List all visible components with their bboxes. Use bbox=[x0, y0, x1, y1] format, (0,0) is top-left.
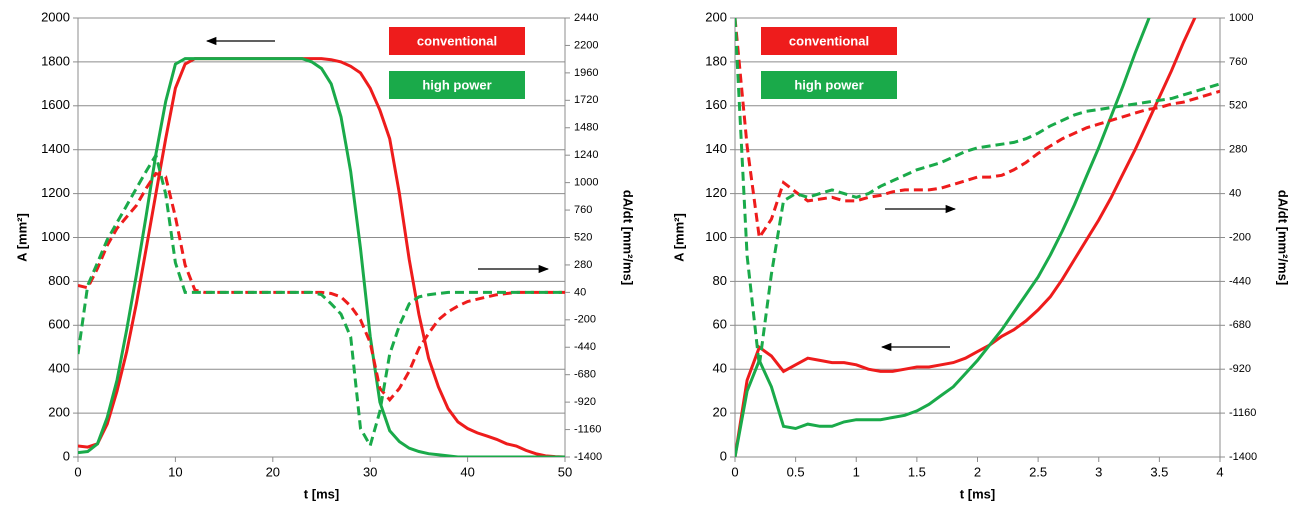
dashed-line bbox=[78, 151, 565, 450]
y-tick-label: 100 bbox=[705, 229, 727, 244]
y2-tick-label: 1000 bbox=[1229, 12, 1253, 24]
plots: 0200400600800100012001400160018002000-14… bbox=[14, 9, 1291, 501]
legend-label: conventional bbox=[417, 33, 497, 48]
legend-swatch bbox=[389, 27, 525, 55]
y-axis-title: A [mm²] bbox=[14, 213, 29, 262]
legend-label: high power bbox=[794, 77, 863, 92]
y-tick-label: 200 bbox=[48, 405, 70, 420]
y2-axis-title: dA/dt [mm²/ms] bbox=[621, 190, 636, 285]
x-tick-label: 40 bbox=[460, 464, 474, 479]
y-tick-label: 0 bbox=[720, 448, 727, 463]
y2-tick-label: 1960 bbox=[574, 67, 598, 79]
plot-frame bbox=[77, 17, 566, 458]
dashed-line bbox=[78, 171, 565, 403]
y2-tick-label: -680 bbox=[574, 369, 596, 381]
y2-tick-label: -920 bbox=[1229, 363, 1251, 375]
dashed-line bbox=[735, 18, 1220, 242]
y-tick-label: 800 bbox=[48, 273, 70, 288]
x-axis-title: t [ms] bbox=[304, 486, 339, 501]
y-tick-label: 0 bbox=[63, 448, 70, 463]
y2-tick-label: 1000 bbox=[574, 177, 598, 189]
dashed-line bbox=[735, 18, 1220, 366]
x-tick-label: 1.5 bbox=[908, 464, 926, 479]
line bbox=[78, 57, 565, 457]
y2-axis-title: dA/dt [mm²/ms] bbox=[1276, 190, 1291, 285]
y2-tick-label: -1400 bbox=[1229, 451, 1257, 463]
y2-tick-label: -440 bbox=[1229, 275, 1251, 287]
y2-tick-label: 2200 bbox=[574, 39, 598, 51]
x-tick-label: 1 bbox=[853, 464, 860, 479]
line bbox=[735, 18, 1197, 457]
y-tick-label: 180 bbox=[705, 53, 727, 68]
x-tick-label: 0 bbox=[731, 464, 738, 479]
y2-tick-label: -1400 bbox=[574, 451, 602, 463]
line bbox=[78, 57, 565, 457]
y2-tick-label: -920 bbox=[574, 396, 596, 408]
legend-label: high power bbox=[422, 77, 491, 92]
y-tick-label: 600 bbox=[48, 317, 70, 332]
y-tick-label: 160 bbox=[705, 97, 727, 112]
x-tick-label: 0.5 bbox=[787, 464, 805, 479]
legend-label: conventional bbox=[789, 33, 869, 48]
y-tick-label: 1600 bbox=[41, 97, 70, 112]
x-tick-label: 3 bbox=[1095, 464, 1102, 479]
x-tick-label: 20 bbox=[266, 464, 280, 479]
y2-tick-label: 520 bbox=[574, 231, 592, 243]
y2-tick-label: 280 bbox=[574, 259, 592, 271]
y-tick-label: 200 bbox=[705, 9, 727, 24]
x-tick-label: 2.5 bbox=[1029, 464, 1047, 479]
y-tick-label: 60 bbox=[713, 317, 727, 332]
legend-swatch bbox=[761, 27, 897, 55]
y2-tick-label: -1160 bbox=[1229, 407, 1256, 419]
y-tick-label: 400 bbox=[48, 361, 70, 376]
line bbox=[735, 18, 1151, 457]
legend-swatch bbox=[389, 71, 525, 99]
y-tick-label: 2000 bbox=[41, 9, 70, 24]
y2-tick-label: -440 bbox=[574, 341, 596, 353]
y-tick-label: 80 bbox=[713, 273, 727, 288]
plot-frame bbox=[734, 17, 1221, 458]
y2-tick-label: 760 bbox=[574, 204, 592, 216]
y-tick-label: 1400 bbox=[41, 141, 70, 156]
x-axis-title: t [ms] bbox=[960, 486, 995, 501]
y2-tick-label: 40 bbox=[574, 286, 586, 298]
y2-tick-label: 1720 bbox=[574, 94, 598, 106]
y-axis-title: A [mm²] bbox=[671, 213, 686, 262]
y2-tick-label: -1160 bbox=[574, 423, 601, 435]
arrows bbox=[205, 36, 957, 352]
x-tick-label: 30 bbox=[363, 464, 377, 479]
y-tick-label: 1000 bbox=[41, 229, 70, 244]
x-tick-label: 2 bbox=[974, 464, 981, 479]
y-tick-label: 1200 bbox=[41, 185, 70, 200]
y2-tick-label: -200 bbox=[574, 314, 596, 326]
legend-swatch bbox=[761, 71, 897, 99]
x-tick-label: 50 bbox=[558, 464, 572, 479]
y2-tick-label: 280 bbox=[1229, 144, 1247, 156]
y2-tick-label: 520 bbox=[1229, 100, 1247, 112]
y2-tick-label: -680 bbox=[1229, 319, 1251, 331]
y2-tick-label: -200 bbox=[1229, 231, 1251, 243]
y2-tick-label: 2440 bbox=[574, 12, 598, 24]
y-tick-label: 40 bbox=[713, 361, 727, 376]
y2-tick-label: 760 bbox=[1229, 56, 1247, 68]
x-tick-label: 10 bbox=[168, 464, 182, 479]
x-tick-label: 4 bbox=[1216, 464, 1223, 479]
y2-tick-label: 40 bbox=[1229, 188, 1241, 200]
y2-tick-label: 1240 bbox=[574, 149, 598, 161]
y-tick-label: 1800 bbox=[41, 53, 70, 68]
y-tick-label: 140 bbox=[705, 141, 727, 156]
y-tick-label: 120 bbox=[705, 185, 727, 200]
x-tick-label: 3.5 bbox=[1150, 464, 1168, 479]
x-tick-label: 0 bbox=[74, 464, 81, 479]
y-tick-label: 20 bbox=[713, 405, 727, 420]
y2-tick-label: 1480 bbox=[574, 122, 598, 134]
